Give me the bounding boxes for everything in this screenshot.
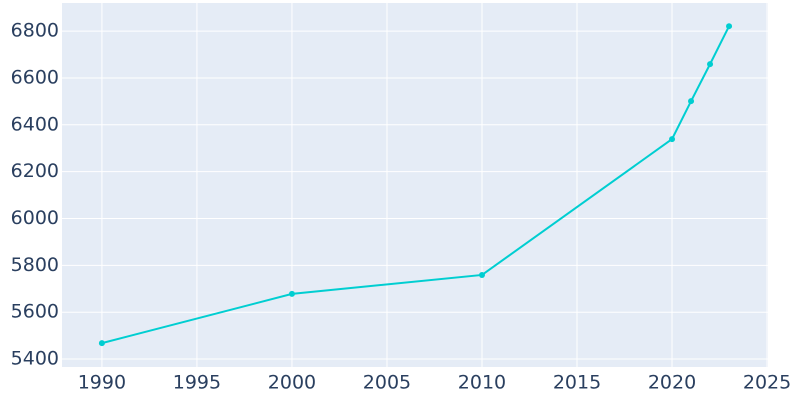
marker [726,23,733,30]
x-tick-label: 2010 [458,372,506,394]
marker [707,61,714,68]
marker [688,98,695,105]
x-tick-label: 1995 [173,372,221,394]
x-tick-label: 1990 [78,372,126,394]
x-tick-label: 2000 [268,372,316,394]
marker [98,340,105,347]
y-tick-label: 5800 [11,254,59,276]
y-tick-label: 6400 [11,113,59,135]
y-tick-label: 6800 [11,20,59,42]
y-tick-label: 5400 [11,348,59,370]
marker [478,271,485,278]
marker [288,290,295,297]
x-tick-label: 2005 [363,372,411,394]
plot-area [62,3,768,367]
x-tick-label: 2025 [743,372,791,394]
marker [669,136,676,143]
y-tick-label: 5600 [11,301,59,323]
x-tick-label: 2020 [648,372,696,394]
x-tick-label: 2015 [553,372,601,394]
y-tick-label: 6600 [11,66,59,88]
y-tick-label: 6000 [11,207,59,229]
y-tick-label: 6200 [11,160,59,182]
